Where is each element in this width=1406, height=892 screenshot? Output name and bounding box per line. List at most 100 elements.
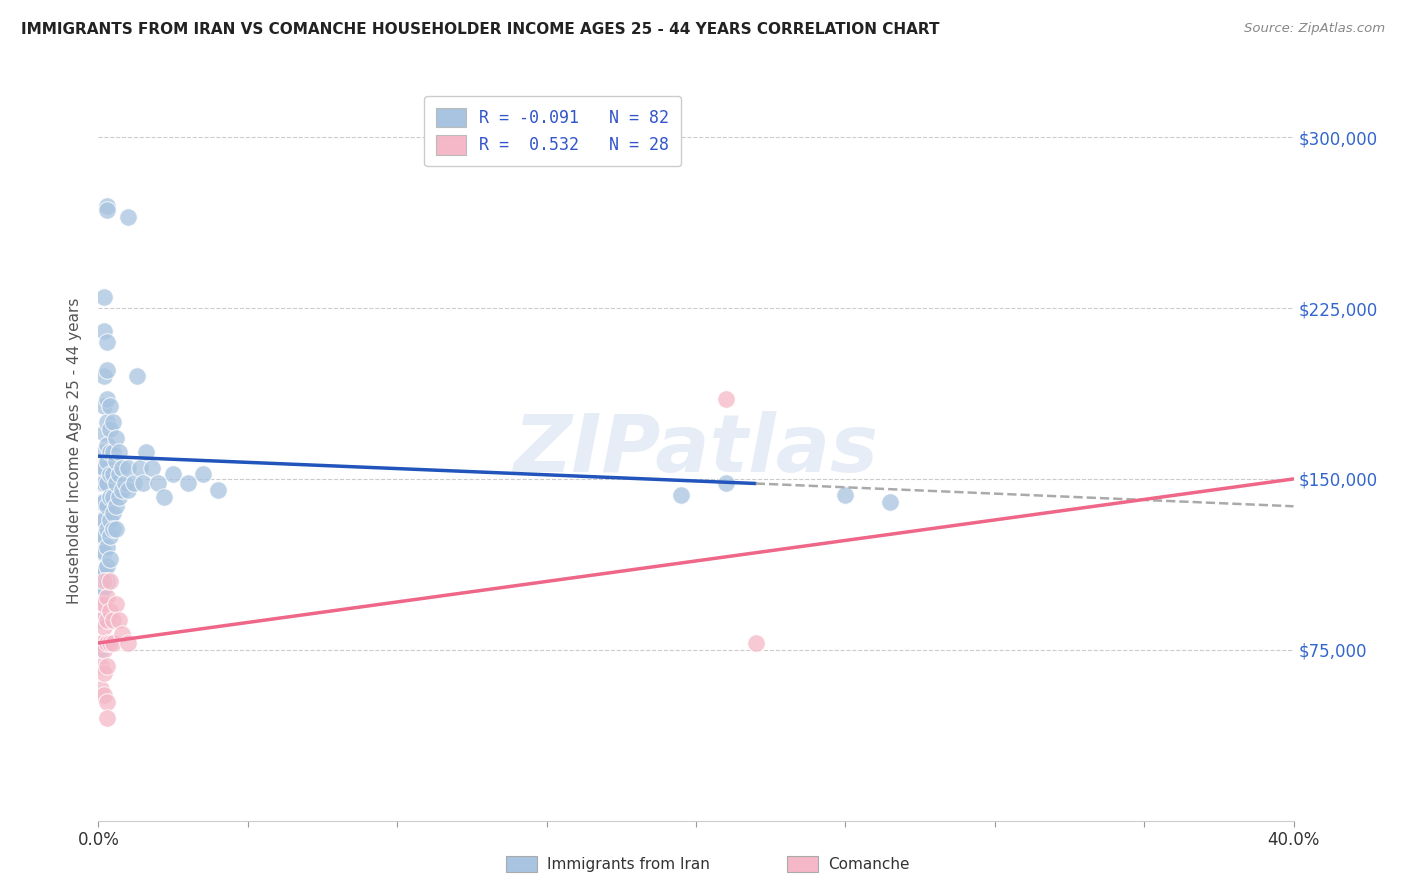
- Point: [124, 476, 146, 491]
- Point: [745, 636, 768, 650]
- Point: [105, 453, 128, 467]
- Point: [93, 369, 115, 384]
- Point: [98, 636, 122, 650]
- Point: [90, 567, 112, 582]
- Point: [90, 681, 112, 696]
- Point: [669, 488, 692, 502]
- Point: [90, 529, 112, 543]
- Point: [98, 399, 122, 413]
- Legend: R = -0.091   N = 82, R =  0.532   N = 28: R = -0.091 N = 82, R = 0.532 N = 28: [425, 96, 681, 166]
- Point: [90, 636, 112, 650]
- Point: [90, 513, 112, 527]
- Point: [93, 513, 115, 527]
- Point: [714, 476, 737, 491]
- Point: [93, 689, 115, 703]
- Point: [103, 415, 125, 429]
- Text: Comanche: Comanche: [828, 857, 910, 871]
- Point: [98, 529, 122, 543]
- Point: [127, 369, 149, 384]
- Point: [114, 476, 136, 491]
- Point: [162, 467, 184, 482]
- Point: [96, 613, 118, 627]
- Point: [93, 426, 115, 441]
- Point: [105, 476, 128, 491]
- Point: [111, 483, 134, 498]
- Text: ZIPatlas: ZIPatlas: [513, 411, 879, 490]
- Point: [103, 467, 125, 482]
- Point: [103, 444, 125, 458]
- Point: [96, 711, 118, 725]
- Point: [96, 392, 118, 407]
- Point: [98, 422, 122, 436]
- Point: [90, 658, 112, 673]
- Point: [177, 476, 200, 491]
- Point: [90, 642, 112, 657]
- Point: [105, 597, 128, 611]
- Point: [93, 444, 115, 458]
- Point: [111, 627, 134, 641]
- Point: [93, 597, 115, 611]
- Point: [714, 392, 737, 407]
- Point: [90, 494, 112, 508]
- Point: [148, 476, 170, 491]
- Point: [93, 324, 115, 338]
- Text: IMMIGRANTS FROM IRAN VS COMANCHE HOUSEHOLDER INCOME AGES 25 - 44 YEARS CORRELATI: IMMIGRANTS FROM IRAN VS COMANCHE HOUSEHO…: [21, 22, 939, 37]
- Point: [117, 636, 139, 650]
- Point: [93, 563, 115, 577]
- Point: [96, 522, 118, 536]
- Point: [96, 362, 118, 376]
- Point: [96, 695, 118, 709]
- Point: [879, 494, 901, 508]
- Point: [93, 494, 115, 508]
- Point: [111, 460, 134, 475]
- Point: [96, 558, 118, 573]
- Point: [135, 444, 157, 458]
- Point: [96, 574, 118, 589]
- Point: [90, 476, 112, 491]
- Point: [105, 431, 128, 445]
- Point: [132, 476, 155, 491]
- Point: [93, 399, 115, 413]
- Point: [108, 467, 131, 482]
- Point: [98, 551, 122, 566]
- Point: [98, 604, 122, 618]
- Point: [129, 460, 152, 475]
- Point: [117, 483, 139, 498]
- Point: [93, 545, 115, 559]
- Point: [93, 476, 115, 491]
- Point: [103, 613, 125, 627]
- Point: [108, 490, 131, 504]
- Point: [117, 210, 139, 224]
- Point: [117, 460, 139, 475]
- Point: [96, 335, 118, 350]
- Point: [98, 513, 122, 527]
- Point: [90, 613, 112, 627]
- Point: [191, 467, 214, 482]
- Text: Source: ZipAtlas.com: Source: ZipAtlas.com: [1244, 22, 1385, 36]
- Point: [90, 597, 112, 611]
- Point: [834, 488, 856, 502]
- Point: [93, 642, 115, 657]
- Point: [90, 613, 112, 627]
- Point: [93, 665, 115, 680]
- Point: [96, 203, 118, 218]
- Point: [105, 500, 128, 514]
- Point: [96, 198, 118, 212]
- Point: [96, 500, 118, 514]
- Point: [98, 490, 122, 504]
- Point: [98, 467, 122, 482]
- Point: [141, 460, 163, 475]
- Point: [96, 591, 118, 605]
- Point: [96, 636, 118, 650]
- Point: [96, 438, 118, 452]
- Point: [98, 574, 122, 589]
- Point: [96, 476, 118, 491]
- Point: [90, 545, 112, 559]
- Point: [103, 522, 125, 536]
- Y-axis label: Householder Income Ages 25 - 44 years: Householder Income Ages 25 - 44 years: [67, 297, 83, 604]
- Point: [103, 636, 125, 650]
- Point: [90, 591, 112, 605]
- Point: [96, 415, 118, 429]
- Point: [93, 529, 115, 543]
- Point: [98, 444, 122, 458]
